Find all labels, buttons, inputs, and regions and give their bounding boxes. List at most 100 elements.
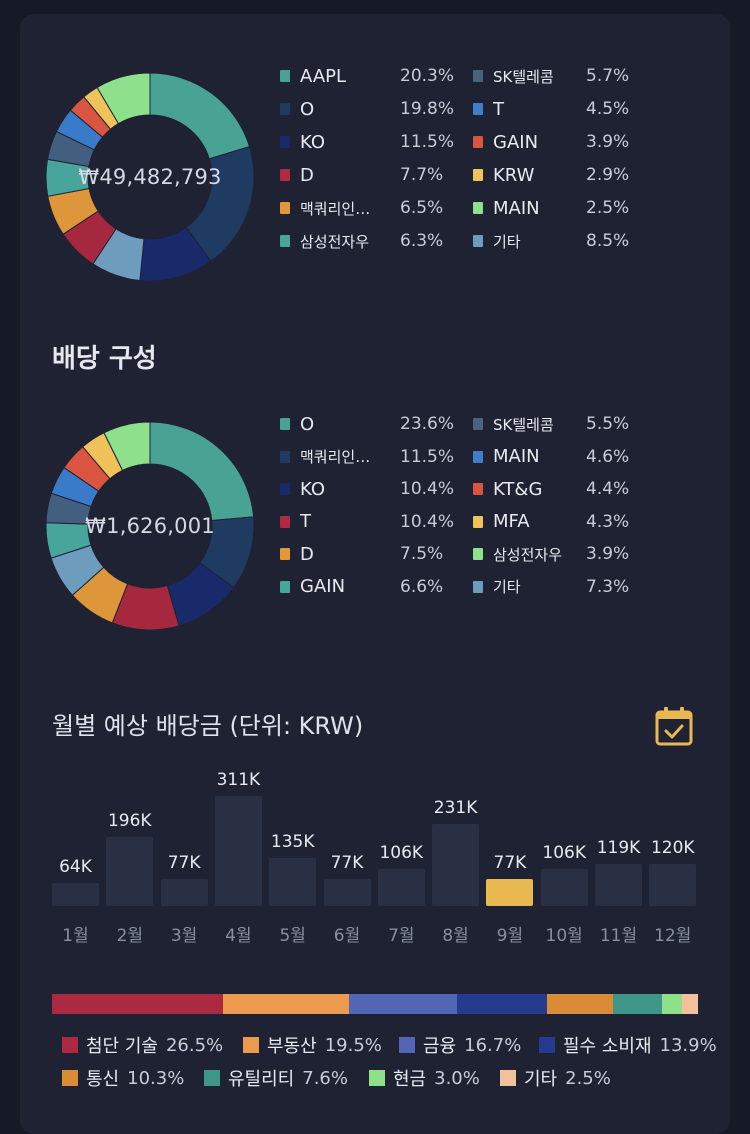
sector-name: 부동산 <box>267 1036 317 1057</box>
month-bar[interactable] <box>432 824 480 906</box>
holdings-legend-swatch <box>280 136 290 148</box>
dividend-legend-item[interactable]: 기타 7.3% <box>473 575 629 599</box>
sector-segment[interactable] <box>223 994 350 1014</box>
dividend-legend-pct: 4.4% <box>586 479 630 499</box>
dividend-legend-pct: 6.6% <box>400 576 444 597</box>
holdings-legend-item[interactable]: GAIN 3.9% <box>473 130 629 154</box>
month-bar[interactable] <box>649 864 697 906</box>
holdings-legend-swatch <box>280 235 290 247</box>
sector-segment[interactable] <box>662 994 682 1014</box>
month-bar[interactable] <box>377 869 425 906</box>
dividend-legend-item[interactable]: MAIN 4.6% <box>473 445 629 469</box>
month-bar-value: 106K <box>379 843 424 863</box>
dividend-legend-name: KT&G <box>493 478 543 500</box>
sector-segment[interactable] <box>546 994 614 1014</box>
dividend-legend-swatch <box>473 418 483 430</box>
dividend-legend-swatch <box>280 580 290 593</box>
holdings-donut[interactable]: ₩49,482,793 <box>45 72 255 282</box>
holdings-legend-swatch <box>473 136 483 148</box>
dividend-legend-name: D <box>300 543 314 565</box>
month-bar[interactable] <box>214 796 262 906</box>
dividend-legend-swatch <box>473 450 483 463</box>
holdings-legend-item[interactable]: 맥쿼리인… 6.5% <box>280 196 443 220</box>
dividend-legend-item[interactable]: D 7.5% <box>280 542 443 566</box>
holdings-legend-pct: 4.5% <box>586 99 630 119</box>
dividend-legend-swatch <box>473 515 483 528</box>
dividend-legend-item[interactable]: 맥쿼리인… 11.5% <box>280 445 454 469</box>
holdings-legend-item[interactable]: D 7.7% <box>280 163 443 187</box>
sector-segment[interactable] <box>349 994 458 1014</box>
month-bar[interactable] <box>52 883 99 906</box>
month-label: 6월 <box>333 926 361 946</box>
month-bar-value: 311K <box>216 770 261 790</box>
dividend-legend-item[interactable]: KO 10.4% <box>280 477 454 501</box>
holdings-legend-pct: 2.9% <box>586 165 630 185</box>
month-label: 4월 <box>225 926 252 946</box>
dividend-legend-swatch <box>280 515 290 528</box>
sector-swatch <box>204 1070 220 1086</box>
holdings-legend-item[interactable]: 기타 8.5% <box>473 229 629 253</box>
dividend-legend-item[interactable]: KT&G 4.4% <box>473 477 629 501</box>
sector-name: 기타 <box>524 1069 558 1090</box>
holdings-legend-swatch <box>280 70 290 82</box>
dividend-legend-pct: 4.3% <box>586 511 630 532</box>
sector-legend-item: 기타 2.5% <box>500 1065 611 1091</box>
sector-legend-item: 유틸리티 7.6% <box>204 1065 348 1091</box>
sector-name: 첨단 기술 <box>86 1036 158 1057</box>
month-bar[interactable] <box>486 879 534 906</box>
holdings-legend-swatch <box>473 70 483 82</box>
portfolio-card <box>20 14 730 1134</box>
sector-segment[interactable] <box>681 994 698 1014</box>
holdings-legend-pct: 11.5% <box>400 132 455 152</box>
month-bar[interactable] <box>595 864 642 906</box>
dividend-legend-name: 기타 <box>493 578 521 596</box>
holdings-legend-swatch <box>473 103 483 115</box>
sector-stacked-bar <box>52 994 698 1014</box>
sector-pct: 3.0% <box>434 1067 480 1089</box>
month-bar[interactable] <box>106 837 154 906</box>
holdings-legend-item[interactable]: AAPL 20.3% <box>280 64 454 88</box>
dividend-legend-name: KO <box>300 478 325 500</box>
month-bar[interactable] <box>323 879 371 906</box>
sector-segment[interactable] <box>613 994 663 1014</box>
sector-pct: 10.3% <box>127 1067 185 1089</box>
dividend-legend-item[interactable]: MFA 4.3% <box>473 510 629 534</box>
dividend-legend-swatch <box>280 548 290 560</box>
dividend-legend-name: SK텔레콤 <box>493 415 554 434</box>
sector-segment[interactable] <box>52 994 224 1014</box>
sector-name: 통신 <box>86 1069 120 1090</box>
month-bar-value: 106K <box>542 843 586 863</box>
holdings-legend-name: AAPL <box>300 65 347 87</box>
dividend-legend-item[interactable]: O 23.6% <box>280 412 454 436</box>
sector-pct: 19.5% <box>324 1034 382 1056</box>
dividend-legend-swatch <box>280 483 290 495</box>
month-bar[interactable] <box>269 858 317 906</box>
sector-swatch <box>369 1070 385 1086</box>
sector-legend-item: 첨단 기술 26.5% <box>62 1032 223 1058</box>
holdings-legend-item[interactable]: T 4.5% <box>473 97 629 121</box>
holdings-legend-name: MAIN <box>493 197 540 219</box>
holdings-slice-11[interactable] <box>96 72 151 125</box>
holdings-legend-item[interactable]: KO 11.5% <box>280 130 454 154</box>
dividend-legend-item[interactable]: T 10.4% <box>280 510 454 534</box>
holdings-legend-item[interactable]: 삼성전자우 6.3% <box>280 229 443 253</box>
holdings-legend-item[interactable]: KRW 2.9% <box>473 163 629 187</box>
dividend-legend-item[interactable]: GAIN 6.6% <box>280 575 443 599</box>
holdings-legend-pct: 2.5% <box>586 198 630 218</box>
holdings-legend-item[interactable]: O 19.8% <box>280 97 454 121</box>
sector-segment[interactable] <box>457 994 547 1014</box>
dividend-legend-pct: 10.4% <box>400 479 455 499</box>
dividend-donut[interactable]: ₩1,626,001 <box>45 421 255 631</box>
holdings-legend-name: SK텔레콤 <box>493 67 554 86</box>
holdings-legend-item[interactable]: SK텔레콤 5.7% <box>473 64 629 88</box>
calendar-check-icon[interactable] <box>655 706 693 750</box>
holdings-legend-pct: 8.5% <box>586 231 630 251</box>
dividend-slice-11[interactable] <box>103 421 151 472</box>
dividend-legend-item[interactable]: SK텔레콤 5.5% <box>473 412 629 436</box>
holdings-legend-pct: 6.3% <box>400 231 444 251</box>
month-bar[interactable] <box>160 879 208 906</box>
month-bar-value: 231K <box>433 798 478 818</box>
month-bar[interactable] <box>540 869 588 906</box>
dividend-legend-item[interactable]: 삼성전자우 3.9% <box>473 542 629 566</box>
holdings-legend-item[interactable]: MAIN 2.5% <box>473 196 629 220</box>
